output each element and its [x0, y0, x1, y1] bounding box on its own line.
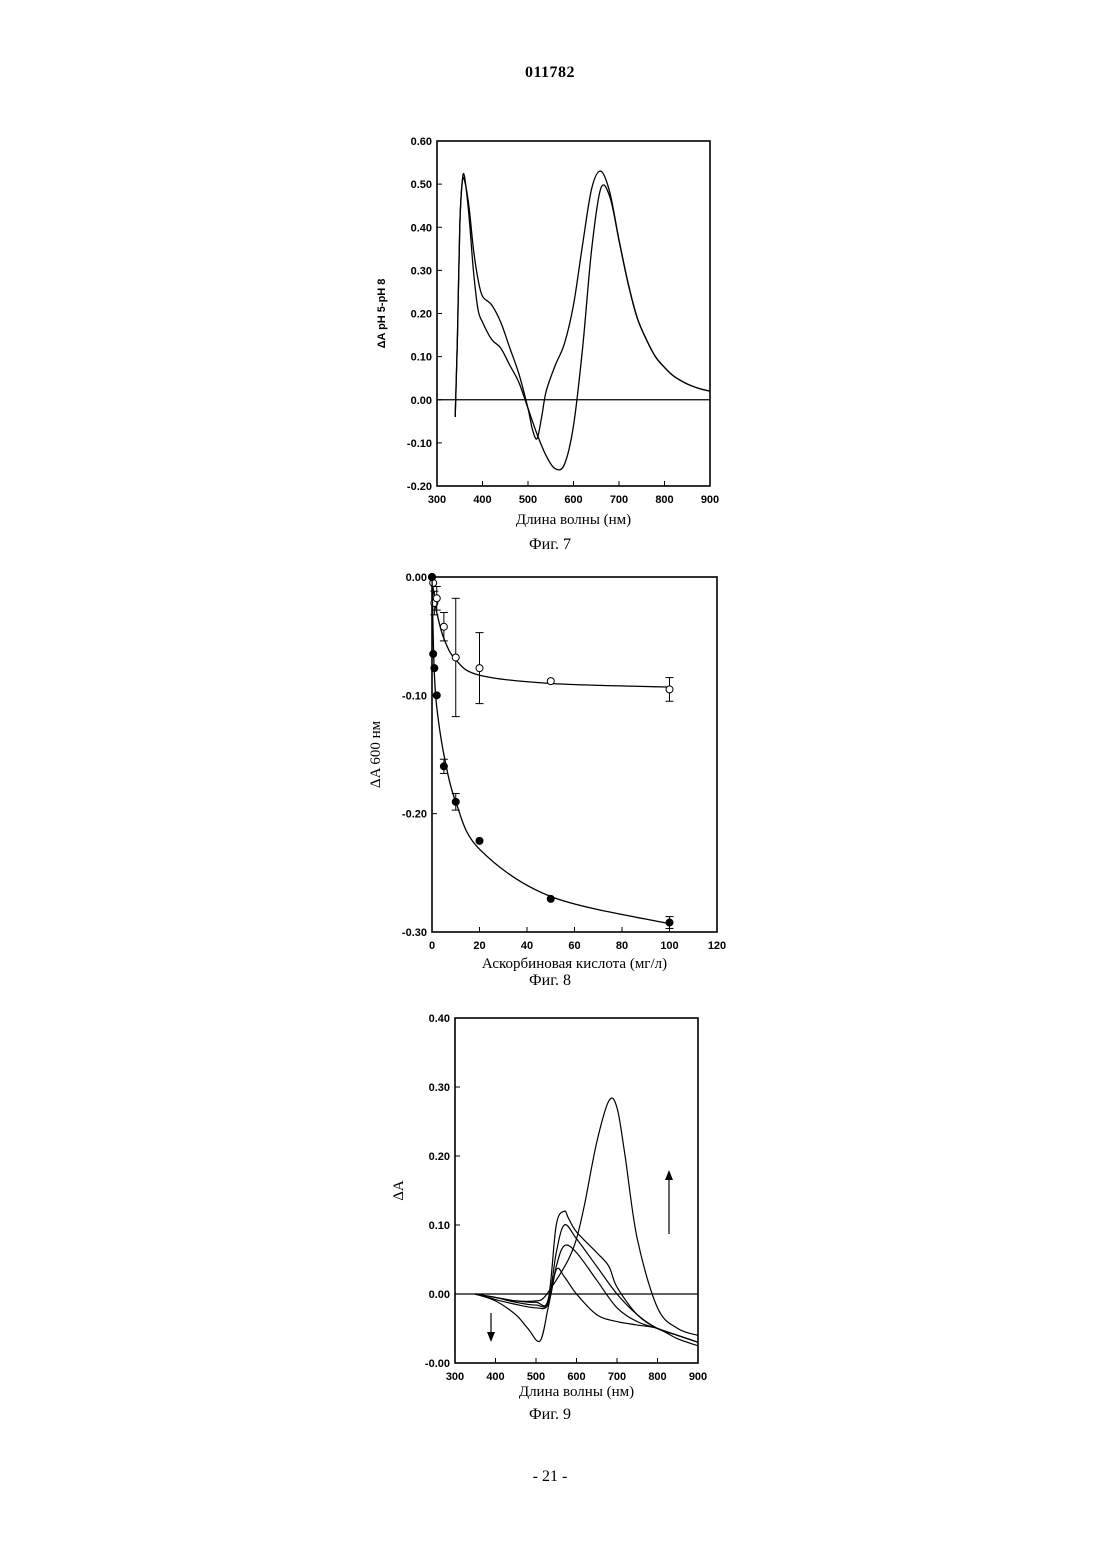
- y-tick-label: 0.60: [411, 136, 432, 148]
- series-line-4: [475, 1245, 698, 1342]
- x-tick-label: 40: [521, 940, 533, 952]
- y-axis-title: ΔA pH 5-pH 8: [376, 279, 388, 349]
- data-point-filled: [431, 665, 438, 672]
- y-tick-label: -0.20: [407, 481, 432, 493]
- y-tick-label: 0.50: [411, 179, 432, 191]
- document-number: 011782: [0, 64, 1100, 82]
- x-tick-label: 500: [527, 1371, 545, 1383]
- y-tick-label: -0.10: [407, 438, 432, 450]
- y-axis-title: ΔA: [391, 1180, 407, 1201]
- data-point-open: [666, 686, 673, 693]
- data-point-open: [430, 579, 437, 586]
- data-point-open: [429, 574, 436, 581]
- y-tick-label: -0.20: [402, 809, 427, 821]
- page-number: - 21 -: [0, 1468, 1100, 1486]
- y-tick-label: 0.20: [411, 309, 432, 321]
- x-tick-label: 300: [428, 494, 446, 506]
- data-point-open: [547, 678, 554, 685]
- x-tick-label: 400: [486, 1371, 504, 1383]
- x-tick-label: 400: [473, 494, 491, 506]
- y-tick-label: 0.40: [429, 1013, 450, 1025]
- x-tick-label: 800: [648, 1371, 666, 1383]
- y-tick-label: -0.30: [402, 927, 427, 939]
- x-tick-label: 900: [689, 1371, 707, 1383]
- figure-7-caption: Фиг. 7: [0, 536, 1100, 554]
- y-tick-label: 0.20: [429, 1151, 450, 1163]
- arrow-down-icon: [487, 1313, 495, 1342]
- series-line-2: [475, 1211, 698, 1342]
- x-axis-title: Длина волны (нм): [516, 512, 631, 528]
- x-tick-label: 900: [701, 494, 719, 506]
- x-tick-label: 700: [610, 494, 628, 506]
- data-point-filled: [476, 837, 483, 844]
- y-tick-label: -0.00: [425, 1358, 450, 1370]
- x-tick-label: 0: [429, 940, 435, 952]
- plot-frame: [437, 141, 710, 486]
- data-point-open: [431, 600, 438, 607]
- series-line-1: [455, 171, 710, 439]
- series-line-2: [455, 173, 710, 469]
- x-tick-label: 120: [708, 940, 726, 952]
- data-point-filled: [433, 692, 440, 699]
- y-tick-label: 0.30: [411, 265, 432, 277]
- series-line-1: [475, 1098, 698, 1335]
- x-tick-label: 80: [616, 940, 628, 952]
- data-point-open: [452, 654, 459, 661]
- arrow-up-icon: [665, 1170, 673, 1234]
- figure-8-caption: Фиг. 8: [0, 972, 1100, 990]
- fit-curve-1: [432, 577, 670, 687]
- data-point-filled: [666, 919, 673, 926]
- y-tick-label: 0.00: [429, 1289, 450, 1301]
- data-point-filled: [429, 574, 436, 581]
- fit-curve-2: [432, 577, 670, 924]
- data-point-filled: [452, 798, 459, 805]
- data-point-filled: [430, 650, 437, 657]
- y-tick-label: 0.10: [411, 352, 432, 364]
- data-point-filled: [440, 763, 447, 770]
- x-tick-label: 700: [608, 1371, 626, 1383]
- data-point-open: [476, 665, 483, 672]
- x-axis-title: Длина волны (нм): [519, 1384, 634, 1400]
- x-tick-label: 600: [564, 494, 582, 506]
- figure-9-caption: Фиг. 9: [0, 1406, 1100, 1424]
- y-tick-label: 0.10: [429, 1220, 450, 1232]
- y-axis-title: ΔA 600 нм: [368, 720, 384, 788]
- plot-frame: [455, 1018, 698, 1363]
- y-tick-label: 0.40: [411, 222, 432, 234]
- data-point-open: [433, 595, 440, 602]
- series-line-3: [475, 1225, 698, 1343]
- y-tick-label: 0.30: [429, 1082, 450, 1094]
- data-point-filled: [547, 895, 554, 902]
- y-tick-label: 0.00: [406, 572, 427, 584]
- x-axis-title: Аскорбиновая кислота (мг/л): [482, 956, 667, 972]
- x-tick-label: 100: [660, 940, 678, 952]
- x-tick-label: 300: [446, 1371, 464, 1383]
- plot-frame: [432, 577, 717, 932]
- x-tick-label: 500: [519, 494, 537, 506]
- series-line-5: [475, 1268, 698, 1346]
- x-tick-label: 600: [567, 1371, 585, 1383]
- data-point-open: [440, 623, 447, 630]
- y-tick-label: 0.00: [411, 395, 432, 407]
- x-tick-label: 60: [568, 940, 580, 952]
- y-tick-label: -0.10: [402, 690, 427, 702]
- x-tick-label: 20: [473, 940, 485, 952]
- x-tick-label: 800: [655, 494, 673, 506]
